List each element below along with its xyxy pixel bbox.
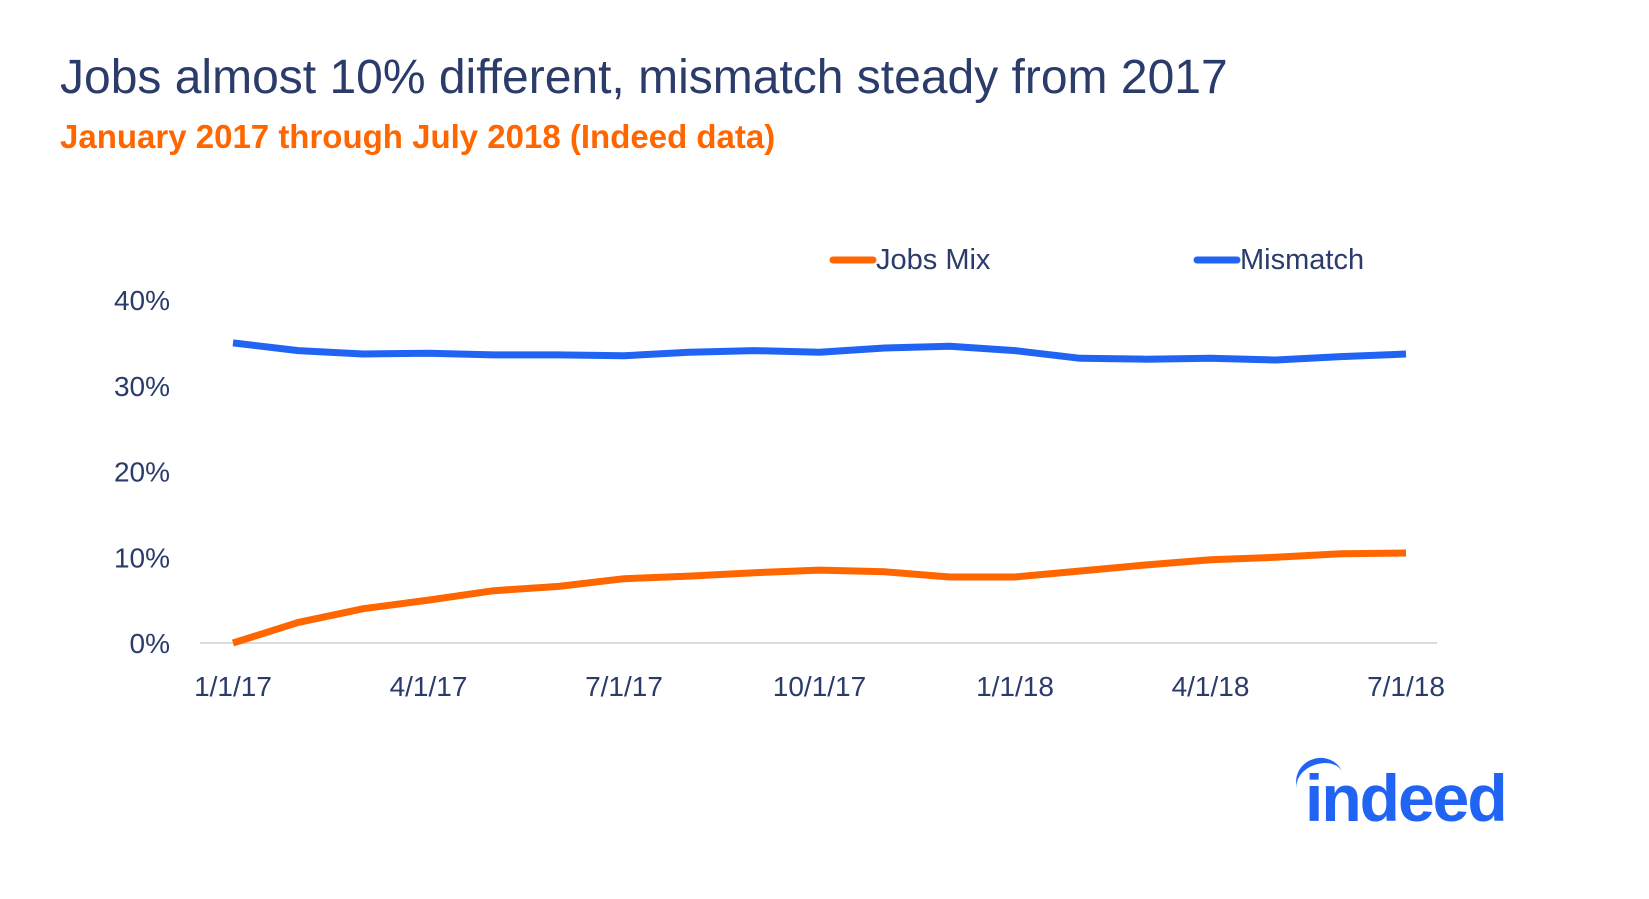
y-tick-label: 20% xyxy=(114,457,170,488)
x-tick-label: 1/1/17 xyxy=(194,671,272,702)
y-tick-label: 30% xyxy=(114,371,170,402)
x-tick-label: 7/1/17 xyxy=(585,671,663,702)
y-tick-label: 10% xyxy=(114,542,170,573)
chart-title: Jobs almost 10% different, mismatch stea… xyxy=(60,51,1228,104)
series-line-jobs-mix xyxy=(231,549,1407,647)
legend-label: Mismatch xyxy=(1240,244,1364,276)
indeed-logo: indeed xyxy=(1305,761,1508,835)
x-tick-label: 1/1/18 xyxy=(976,671,1054,702)
x-tick-label: 7/1/18 xyxy=(1367,671,1445,702)
x-tick-label: 4/1/18 xyxy=(1172,671,1250,702)
legend-label: Jobs Mix xyxy=(876,244,991,276)
x-tick-label: 10/1/17 xyxy=(773,671,866,702)
series-line-mismatch xyxy=(232,339,1407,364)
chart-subtitle: January 2017 through July 2018 (Indeed d… xyxy=(60,118,776,155)
y-tick-label: 40% xyxy=(114,285,170,316)
y-tick-label: 0% xyxy=(130,628,170,659)
x-tick-label: 4/1/17 xyxy=(390,671,468,702)
